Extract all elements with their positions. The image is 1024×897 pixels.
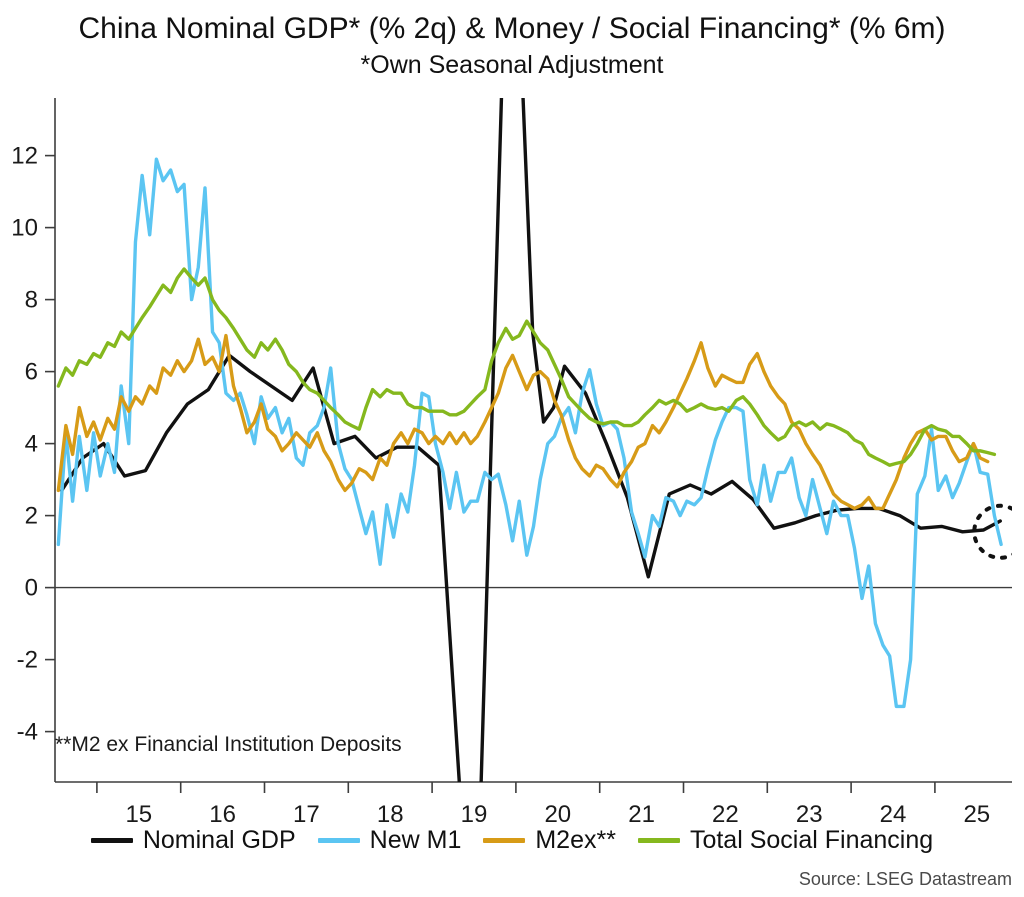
series-line-new-m1: [56, 157, 1003, 709]
x-axis-tick-label: 19: [461, 801, 488, 828]
chart-legend: Nominal GDP New M1 M2ex** Total Social Fina…: [0, 826, 1024, 855]
series-line-m2ex: [56, 333, 990, 511]
page-title: China Nominal GDP* (% 2q) & Money / Soci…: [78, 12, 946, 45]
legend-item-label: Nominal GDP: [142, 826, 296, 854]
x-axis-tick-label: 21: [628, 801, 655, 828]
series-line-total-social-financing: [56, 267, 997, 467]
y-axis-tick-label: -2: [17, 647, 38, 674]
latest-value-highlight: [972, 503, 1012, 560]
x-axis-tick-label: 18: [377, 801, 404, 828]
legend-item-label: M2ex**: [535, 826, 616, 854]
y-axis-tick-label: -4: [17, 719, 38, 746]
legend-swatch-new-m1: [317, 838, 360, 843]
x-axis-tick-label: 25: [963, 801, 990, 828]
x-axis-tick-label: 24: [880, 801, 907, 828]
legend-swatch-m2ex: [483, 838, 526, 843]
x-axis-tick-label: 15: [125, 801, 152, 828]
y-axis-tick-label: 6: [25, 359, 38, 386]
series-line-nominal-gdp: [60, 98, 1002, 782]
legend-item[interactable]: New M1: [317, 826, 462, 855]
y-axis-tick-label: 10: [11, 215, 38, 242]
legend-item-label: Total Social Financing: [689, 826, 934, 854]
chart-header: China Nominal GDP* (% 2q) & Money / Soci…: [0, 0, 1024, 82]
chart-footnote: **M2 ex Financial Institution Deposits: [55, 733, 402, 756]
legend-item[interactable]: M2ex**: [483, 826, 616, 855]
chart-subtitle: *Own Seasonal Adjustment: [360, 51, 664, 79]
y-axis-tick-label: 2: [25, 503, 38, 530]
legend-item-label: New M1: [369, 826, 462, 854]
y-axis-tick-label: 12: [11, 143, 38, 170]
legend-swatch-nominal-gdp: [90, 838, 133, 843]
x-axis-tick-label: 20: [544, 801, 571, 828]
legend-item[interactable]: Total Social Financing: [637, 826, 934, 855]
x-axis-tick-label: 23: [796, 801, 823, 828]
legend-item[interactable]: Nominal GDP: [90, 826, 296, 855]
x-axis-tick-label: 17: [293, 801, 320, 828]
x-axis-tick-label: 22: [712, 801, 739, 828]
x-axis-tick-label: 16: [209, 801, 236, 828]
legend-swatch-total-social-financing: [637, 838, 680, 843]
y-axis-tick-label: 0: [25, 575, 38, 602]
y-axis-tick-label: 4: [25, 431, 38, 458]
series-group: [56, 98, 1012, 782]
source-attribution: Source: LSEG Datastream: [798, 869, 1012, 889]
y-axis-tick-label: 8: [25, 287, 38, 314]
